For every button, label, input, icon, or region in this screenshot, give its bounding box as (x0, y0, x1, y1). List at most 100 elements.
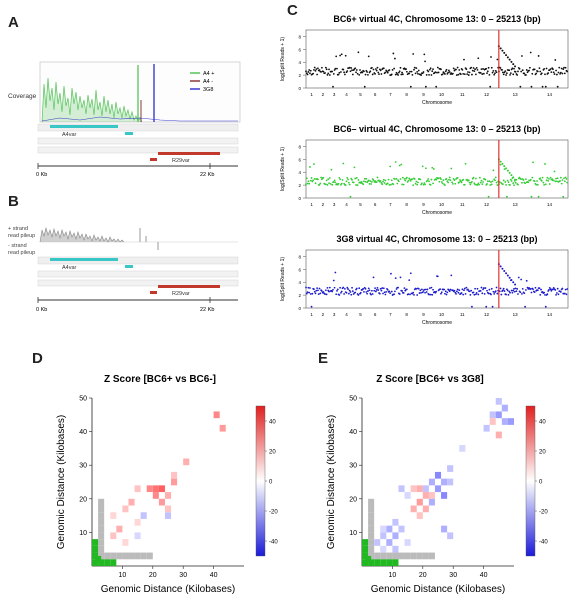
b-scale-start-label: 0 Kb (36, 307, 47, 313)
panel-label-a: A (8, 14, 19, 31)
data-point (564, 176, 567, 179)
data-point (443, 288, 446, 291)
coverage-green-trace (41, 77, 143, 123)
data-point (336, 67, 338, 70)
x-axis-label: Chromosome (422, 100, 452, 106)
panel-e-figure: Z Score [BC6+ vs 3G8] 10 20 30 40 50 10 20 30 40 G… (326, 374, 548, 595)
zscore-cell (495, 398, 502, 405)
data-point (559, 176, 562, 179)
diagonal-cell (392, 559, 399, 566)
data-point (519, 291, 522, 294)
data-point (444, 292, 446, 295)
panel-label-d: D (32, 350, 43, 367)
peak-point (508, 276, 511, 279)
data-point (437, 71, 440, 74)
x-tick-label: 3 (333, 92, 336, 97)
data-point (561, 179, 564, 181)
data-point (397, 180, 400, 183)
gray-cell (368, 532, 375, 540)
data-point (525, 279, 528, 282)
data-point (306, 291, 309, 294)
data-point (479, 71, 482, 74)
data-point (327, 178, 330, 181)
zscore-cell (219, 424, 226, 432)
data-point (349, 291, 352, 293)
data-point (458, 69, 461, 71)
data-point (438, 180, 441, 183)
x-tick-label: 20 (419, 572, 427, 579)
data-point (420, 74, 423, 76)
data-point (429, 293, 432, 296)
data-point (518, 67, 521, 70)
x-axis-label: Genomic Distance (Kilobases) (101, 584, 236, 595)
data-point (379, 287, 382, 290)
data-point (540, 72, 543, 75)
peak-point (514, 65, 517, 68)
data-point (462, 72, 465, 75)
data-point (491, 180, 494, 183)
data-point (487, 66, 490, 69)
data-point (533, 180, 536, 183)
data-point (351, 69, 353, 72)
data-point (317, 293, 320, 296)
zscore-cell (122, 539, 129, 546)
b-track-row-3 (37, 279, 239, 287)
data-point (548, 183, 551, 185)
data-point (371, 293, 374, 295)
data-point (313, 178, 316, 180)
diagonal-cell (92, 539, 99, 546)
colorbar-tick-label: 40 (269, 420, 276, 426)
data-point (376, 287, 379, 289)
data-point (386, 182, 389, 185)
data-point (495, 286, 498, 289)
zscore-cell (392, 532, 399, 540)
data-point (316, 73, 319, 76)
data-point (484, 178, 487, 181)
data-point (505, 74, 507, 76)
data-point (340, 182, 343, 185)
data-point (505, 293, 507, 296)
peak-point (512, 176, 515, 179)
colorbar (255, 405, 266, 557)
diagonal-cell (92, 545, 99, 553)
data-point (484, 287, 487, 289)
data-point (432, 68, 434, 71)
data-point (517, 70, 519, 73)
zscore-cell (116, 525, 123, 533)
data-point (447, 181, 450, 184)
x-tick-label: 4 (345, 202, 348, 207)
gray-cell (98, 525, 105, 533)
data-point (509, 184, 511, 186)
heatmap: Z Score [BC6+ vs BC6-] 10 20 30 40 50 10 20 30 40… (56, 374, 278, 595)
data-point (517, 276, 520, 279)
data-point (436, 71, 438, 74)
data-point (395, 177, 398, 180)
data-point (342, 162, 345, 165)
data-point (340, 184, 342, 186)
x-tick-label: 5 (359, 312, 362, 317)
data-point (369, 70, 372, 73)
data-point (479, 181, 482, 184)
data-point (358, 287, 361, 290)
data-point (422, 183, 425, 186)
zscore-cell (501, 404, 508, 412)
data-point (493, 292, 496, 295)
gray-cell (428, 552, 435, 560)
data-point (489, 85, 492, 88)
data-point (548, 286, 551, 289)
data-point (332, 288, 334, 291)
data-point (485, 305, 488, 308)
data-point (449, 288, 452, 291)
data-point (394, 178, 396, 180)
gray-cell (368, 498, 375, 506)
gray-cell (134, 552, 141, 560)
data-point (329, 183, 332, 185)
data-point (415, 287, 418, 290)
data-point (309, 287, 311, 289)
data-point (414, 72, 417, 75)
data-point (448, 290, 451, 293)
data-point (365, 291, 368, 293)
zscore-cell (489, 418, 496, 425)
data-point (516, 288, 519, 290)
data-point (407, 179, 410, 182)
